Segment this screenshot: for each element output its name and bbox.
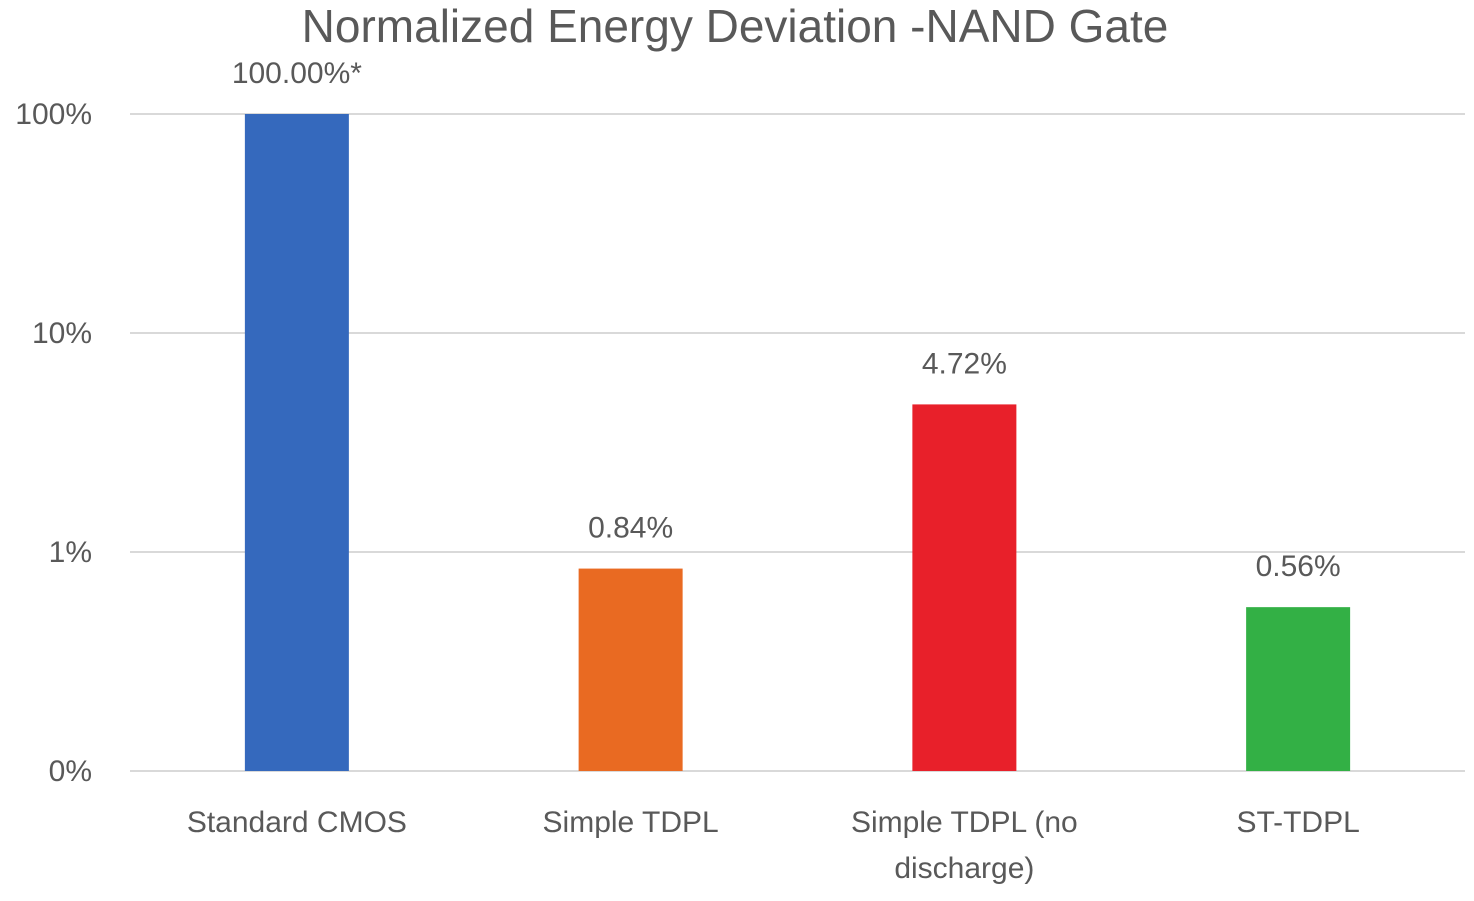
bars [244,114,1351,771]
y-tick-label: 100% [15,98,92,131]
category-label: Simple TDPL [543,806,719,839]
y-tick-label: 10% [32,317,92,350]
bar [912,404,1017,771]
y-tick-label: 0% [49,755,92,788]
x-axis-category-labels: Standard CMOS Simple TDPL Simple TDPL (no d… [187,806,1360,885]
category-label: discharge) [894,852,1034,885]
data-label: 4.72% [922,347,1007,380]
category-label: ST-TDPL [1236,806,1359,839]
bar [244,114,349,771]
data-label: 100.00%* [232,57,362,90]
chart-title: Normalized Energy Deviation -NAND Gate [302,0,1169,52]
y-tick-label: 1% [49,536,92,569]
y-axis-tick-labels: 0% 1% 10% 100% [15,98,92,788]
data-labels: 100.00%* 0.84% 4.72% 0.56% [232,57,1341,583]
data-label: 0.84% [588,512,673,545]
category-label: Simple TDPL (no [851,806,1078,839]
bar [578,568,683,771]
data-label: 0.56% [1256,550,1341,583]
gridlines [130,113,1465,772]
category-label: Standard CMOS [187,806,407,839]
bar [1246,607,1351,771]
